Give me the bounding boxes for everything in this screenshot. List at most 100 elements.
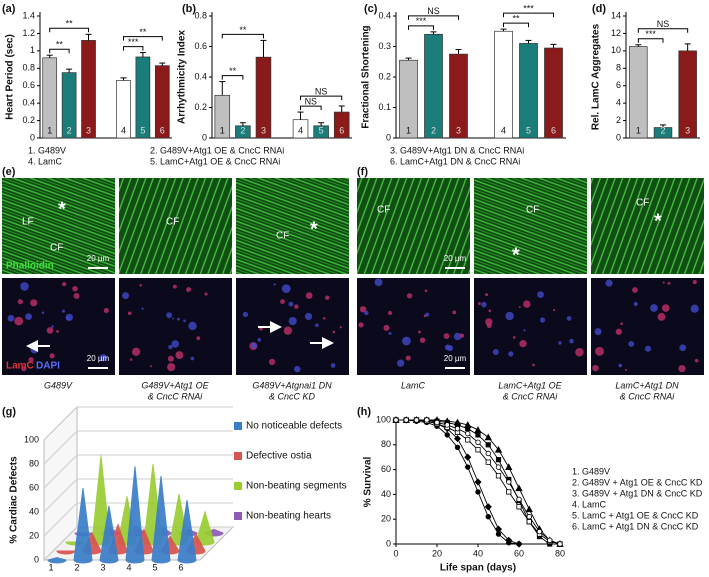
cone <box>56 550 76 555</box>
error-bar <box>318 122 325 126</box>
fluorescent-spot <box>332 330 336 334</box>
x-tick-label: 80 <box>555 548 565 558</box>
fluorescent-spot <box>204 292 208 296</box>
fluorescent-spot <box>190 356 195 361</box>
fluorescent-spot <box>28 357 34 363</box>
bar <box>494 30 513 139</box>
grid-line <box>43 430 233 465</box>
marker <box>444 432 450 438</box>
fluorescent-spot <box>49 353 55 359</box>
bar-number: 1 <box>220 125 225 135</box>
stain-label: Phalloidin <box>6 261 54 272</box>
fluorescent-spot <box>62 281 67 287</box>
fluorescent-spot <box>25 313 32 321</box>
y-axis-label: Rel. LamC Aggregates <box>591 23 602 130</box>
significance-label: NS <box>305 96 318 106</box>
fluorescent-spot <box>168 344 173 350</box>
fluorescent-spot <box>505 311 514 321</box>
caption: G489V+Atg1 OE <box>141 380 209 390</box>
bar-number: 1 <box>406 125 411 135</box>
marker <box>506 479 512 485</box>
marker <box>475 439 481 446</box>
fluorescent-spot <box>402 336 411 346</box>
y-tick-label: 100 <box>24 434 39 444</box>
panel-label: (g) <box>2 406 16 418</box>
fluorescent-spot <box>575 348 584 357</box>
error-bar <box>120 77 127 81</box>
error-bar <box>85 33 92 41</box>
legend-label: 1. G489V <box>572 466 610 476</box>
significance-label: *** <box>523 3 534 13</box>
fluorescent-spot <box>481 301 487 308</box>
fluorescent-spot <box>359 306 367 313</box>
y-tick-label: 6 <box>616 80 621 90</box>
error-bar <box>684 43 691 51</box>
x-tick-label: 6 <box>178 562 183 572</box>
marker <box>424 417 430 423</box>
cone <box>151 475 171 564</box>
y-tick-label: 0 <box>202 132 207 142</box>
fluorescent-spot <box>485 293 489 297</box>
fluorescent-spot <box>443 333 450 339</box>
y-tick-label: 0.1 <box>378 102 391 112</box>
fluorescent-spot <box>512 336 516 339</box>
fluorescent-spot <box>131 347 141 356</box>
y-tick-label: 0.2 <box>378 71 391 81</box>
fluorescent-spot <box>679 344 687 352</box>
fluorescent-spot <box>65 313 73 322</box>
bar-number: 4 <box>501 125 506 135</box>
y-tick-label: 10 <box>611 45 621 55</box>
fluorescent-spot <box>73 292 80 299</box>
y-tick-label: 0 <box>386 538 391 548</box>
bar-number: 5 <box>319 125 324 135</box>
y-tick-label: 0 <box>34 554 39 564</box>
legend-label: Defective ostia <box>246 451 312 462</box>
cone <box>47 557 67 564</box>
fluorescent-spot <box>166 312 173 319</box>
fluorescent-spot <box>452 310 457 315</box>
region-label: CF <box>50 243 63 254</box>
error-bar <box>550 43 557 49</box>
marker <box>484 433 492 441</box>
fluorescent-spot <box>425 312 430 317</box>
y-tick-label: 0.8 <box>22 63 35 73</box>
fluorescent-spot <box>650 304 658 312</box>
legend-label: 5. LamC + Atg1 OE & CncC KD <box>572 510 699 520</box>
caption: & CncC RNAi <box>148 391 204 401</box>
legend-swatch <box>234 482 242 490</box>
significance-label: ** <box>229 66 237 76</box>
y-tick-label: 0.4 <box>22 98 35 108</box>
caption: & CncC KD <box>269 391 316 401</box>
error-bar <box>338 105 345 113</box>
legend-label: No noticeable defects <box>246 421 342 432</box>
error-bar <box>525 39 532 44</box>
panel-label: (d) <box>592 3 606 15</box>
cone <box>99 505 119 564</box>
fluorescent-spot <box>532 363 535 367</box>
error-bar <box>66 68 73 73</box>
bar-number: 4 <box>298 125 303 135</box>
fluorescent-spot <box>122 292 130 300</box>
fluorescent-spot <box>388 332 392 335</box>
fluorescent-spot <box>139 284 142 287</box>
fluorescent-spot <box>358 322 364 328</box>
caption: & CncC RNAi <box>503 391 559 401</box>
y-axis-label: Arrhythmicity Index <box>177 30 188 124</box>
fluorescent-spot <box>51 325 54 328</box>
error-bar <box>219 81 226 96</box>
fluorescent-spot <box>566 316 572 321</box>
key-entry: 5. LamC+Atg1 OE & CncC RNAi <box>150 156 280 166</box>
fluorescent-spot <box>374 278 383 287</box>
marker <box>475 432 481 438</box>
stain-label: DAPI <box>36 361 60 372</box>
y-tick-label: 1.2 <box>22 28 35 38</box>
region-label: LF <box>22 217 34 228</box>
significance-label: *** <box>645 29 656 39</box>
panel-label: (f) <box>357 166 368 178</box>
marker <box>495 473 502 479</box>
y-tick-label: 0.4 <box>194 71 207 81</box>
y-tick-label: 0 <box>386 132 391 142</box>
y-tick-label: 1 <box>30 45 35 55</box>
fluorescent-spot <box>678 364 686 373</box>
significance-bracket <box>300 95 343 101</box>
